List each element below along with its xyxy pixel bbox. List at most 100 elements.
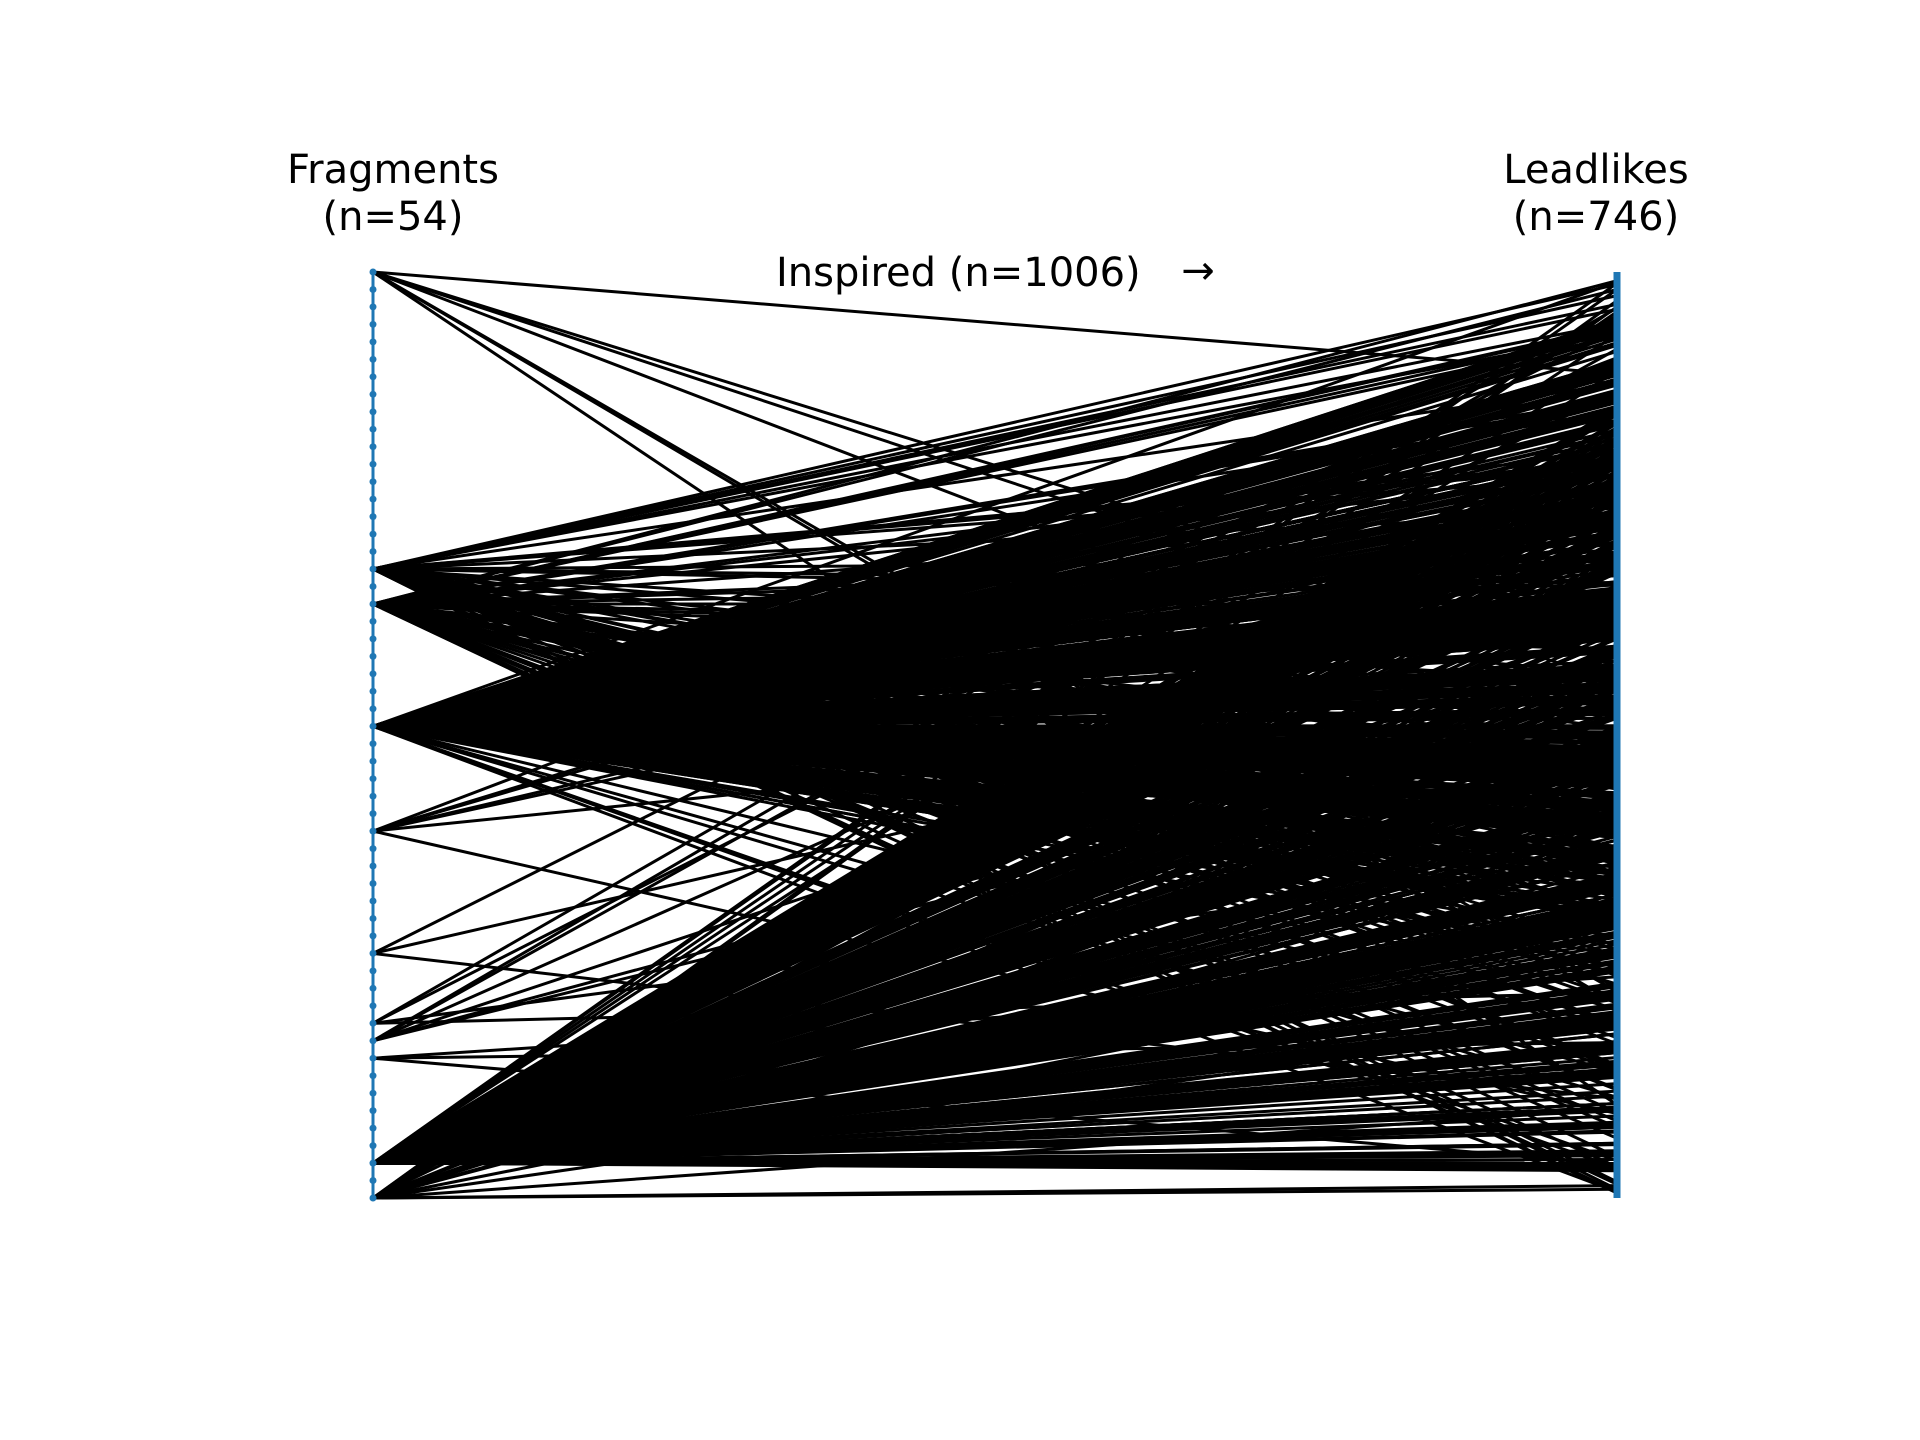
inspired-link <box>372 607 1618 728</box>
leadlikes-count: (n=746) <box>1513 194 1679 240</box>
fragment-node <box>369 1194 377 1202</box>
fragment-node <box>369 775 377 783</box>
inspired-link <box>372 696 1618 1165</box>
fragment-node <box>369 897 377 905</box>
fragment-node <box>369 320 377 328</box>
inspired-link <box>372 350 1618 728</box>
fragment-node <box>369 530 377 538</box>
fragment-node <box>369 949 377 957</box>
fragment-node <box>369 408 377 416</box>
inspired-link <box>372 670 1618 1165</box>
fragment-node <box>369 565 377 573</box>
inspired-link <box>372 724 1618 920</box>
inspired-link <box>372 597 1618 728</box>
inspired-link <box>372 307 1618 571</box>
inspired-link <box>372 678 1618 728</box>
inspired-link <box>372 546 1618 728</box>
fragment-node <box>369 670 377 678</box>
inspired-link <box>372 688 1618 728</box>
fragment-node <box>369 338 377 346</box>
inspired-link <box>372 422 1618 1165</box>
inspired-link <box>372 1072 1618 1165</box>
fragments-count: (n=54) <box>323 194 464 240</box>
fragment-node <box>369 705 377 713</box>
inspired-link <box>372 731 1618 1165</box>
inspired-links <box>372 270 1618 1200</box>
fragment-node <box>369 984 377 992</box>
inspired-link <box>372 368 1618 1200</box>
fragment-node <box>369 478 377 486</box>
inspired-link <box>372 724 1618 838</box>
inspired-link <box>372 270 1618 750</box>
inspired-link <box>372 409 1618 728</box>
inspired-link <box>372 716 1618 1165</box>
inspired-link <box>372 282 1618 571</box>
inspired-link <box>372 449 1618 606</box>
inspired-link <box>372 1041 1618 1060</box>
fragment-node <box>369 1159 377 1167</box>
fragment-node <box>369 757 377 765</box>
fragment-node <box>369 583 377 590</box>
inspired-link <box>372 880 1618 1165</box>
inspired-link <box>372 335 1618 606</box>
inspired-link <box>372 838 1618 1165</box>
fragment-node <box>369 373 377 381</box>
fragment-node <box>369 967 377 975</box>
fragment-node <box>369 1002 377 1010</box>
inspired-link <box>372 553 1618 606</box>
fragment-node <box>369 513 377 521</box>
inspired-link <box>372 724 1618 769</box>
fragment-node <box>369 1107 377 1115</box>
fragment-node <box>369 687 377 695</box>
fragment-node <box>369 652 377 660</box>
fragment-node <box>369 740 377 748</box>
fragment-node <box>369 880 377 887</box>
fragment-node <box>369 827 377 835</box>
inspired-link <box>372 450 1618 1165</box>
fragment-node <box>369 460 377 468</box>
fragment-node <box>369 355 377 363</box>
fragment-nodes <box>369 268 377 1202</box>
inspired-link <box>372 602 1618 1140</box>
fragment-node <box>369 915 377 922</box>
inspired-link <box>372 323 1618 728</box>
inspired-link <box>372 803 1618 1165</box>
inspired-link <box>372 724 1618 798</box>
inspired-link <box>372 724 1618 749</box>
fragment-node <box>369 548 377 555</box>
inspired-link <box>372 1187 1618 1200</box>
inspired-link <box>372 724 1618 856</box>
inspired-link <box>372 360 1618 728</box>
inspired-link <box>372 511 1618 606</box>
inspired-link <box>372 909 1618 1165</box>
inspired-link <box>372 648 1618 728</box>
inspired-link <box>372 448 1618 728</box>
inspired-link <box>372 951 1618 1165</box>
inspired-link <box>372 396 1618 728</box>
fragment-node <box>369 1054 377 1062</box>
fragment-node <box>369 1177 377 1184</box>
inspired-link <box>372 1109 1618 1165</box>
fragment-node <box>369 495 377 503</box>
fragment-node <box>369 268 377 276</box>
inspired-link <box>372 475 1618 1165</box>
inspired-link <box>372 556 1618 728</box>
inspired-link <box>372 583 1618 1165</box>
inspired-link <box>372 724 1618 1074</box>
inspired-link <box>372 1154 1618 1165</box>
inspired-link <box>372 325 1618 606</box>
inspired-link <box>372 991 1618 1025</box>
inspired-link <box>372 616 1618 1165</box>
fragment-node <box>369 1019 377 1027</box>
inspired-label: Inspired (n=1006) <box>776 250 1141 296</box>
inspired-link <box>372 306 1618 1025</box>
inspired-arrow-icon: → <box>1181 248 1215 294</box>
fragment-node <box>369 1142 377 1150</box>
inspired-link <box>372 949 1618 1200</box>
fragment-node <box>369 1089 377 1097</box>
fragment-node <box>369 1072 377 1080</box>
fragment-node <box>369 792 377 800</box>
fragment-node <box>369 390 377 398</box>
fragments-title: Fragments <box>287 147 499 193</box>
